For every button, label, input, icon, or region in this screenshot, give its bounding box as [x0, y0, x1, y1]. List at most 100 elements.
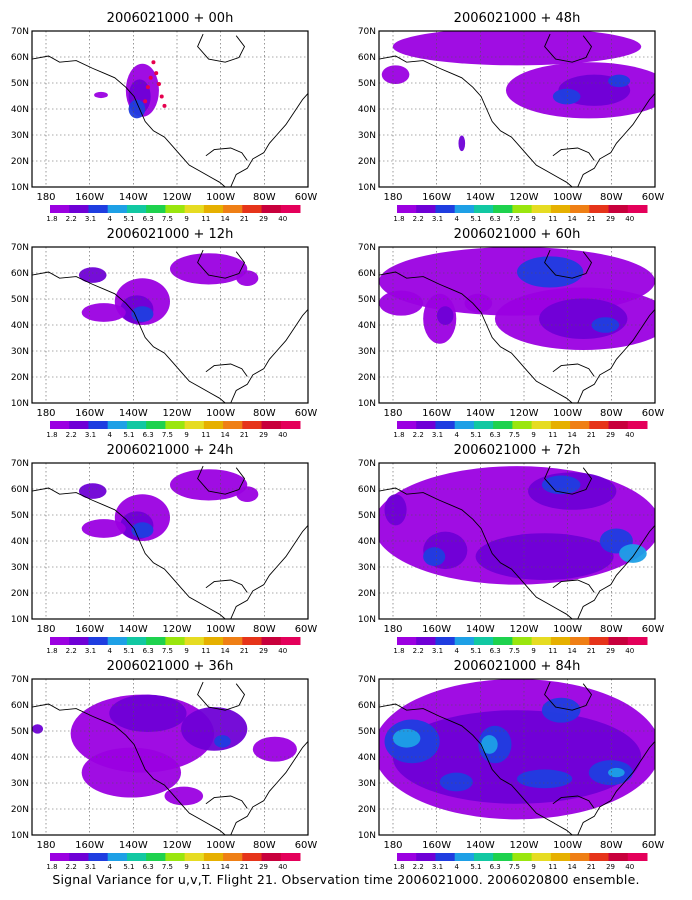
latitude-label: 60N [358, 485, 376, 495]
latitude-label: 50N [358, 295, 376, 305]
latitude-label: 40N [358, 105, 376, 115]
colorbar-label: 3.1 [85, 863, 96, 871]
colorbar-label: 7.5 [509, 431, 520, 439]
coastlines [32, 33, 308, 187]
variance-contour [32, 724, 44, 734]
colorbar-swatch [397, 421, 417, 429]
variance-contour [608, 74, 631, 88]
colorbar-label: 4 [107, 431, 112, 439]
longitude-label: 140W [466, 624, 495, 635]
colorbar-swatch [50, 421, 70, 429]
colorbar-label: 6.3 [490, 647, 501, 655]
colorbar-swatch [473, 853, 494, 861]
colorbar-label: 40 [625, 863, 634, 871]
longitude-label: 80W [600, 192, 623, 203]
colorbar-swatch [261, 853, 282, 861]
map-panel: 2006021000 + 36h 70N 60N 50N 40N 30N 20N 10N 180… [11, 659, 318, 871]
colorbar-swatch [512, 853, 533, 861]
variance-contour [423, 547, 446, 566]
variance-contour [608, 767, 625, 778]
colorbar-label: 14 [221, 215, 230, 223]
colorbar-swatch [416, 205, 436, 213]
colorbar-label: 6.3 [143, 431, 154, 439]
colorbar-label: 9 [184, 215, 188, 223]
longitude-label: 180 [383, 624, 402, 635]
colorbar-label: 3.1 [85, 215, 96, 223]
colorbar-swatch [126, 421, 147, 429]
figure-caption: Signal Variance for u,v,T. Flight 21. Ob… [52, 872, 640, 887]
colorbar-swatch [203, 853, 224, 861]
colorbar-label: 5.1 [123, 215, 134, 223]
longitude-label: 80W [253, 624, 276, 635]
latitude-label: 70N [358, 27, 376, 37]
longitude-label: 60W [642, 840, 665, 851]
latitude-label: 30N [358, 563, 376, 573]
colorbar-label: 2.2 [413, 647, 424, 655]
colorbar-swatch [146, 205, 166, 213]
panel-frame [378, 30, 656, 188]
colorbar-label: 14 [221, 863, 230, 871]
latitude-label: 60N [11, 53, 29, 63]
colorbar-swatch [280, 853, 301, 861]
longitude-label: 120W [510, 192, 539, 203]
colorbar: 1.8 2.2 3.1 4 5.1 6.3 7.5 9 11 14 21 29 40 [46, 205, 301, 223]
colorbar-label: 1.8 [393, 863, 404, 871]
colorbar-swatch [512, 205, 533, 213]
longitude-label: 100W [206, 624, 235, 635]
colorbar-label: 3.1 [432, 863, 443, 871]
variance-contour [181, 707, 248, 751]
variance-contour [541, 697, 581, 723]
latitude-label: 30N [11, 563, 29, 573]
colorbar-swatch [473, 421, 494, 429]
colorbar-swatch [397, 853, 417, 861]
colorbar-swatch [69, 853, 89, 861]
colorbar-label: 21 [587, 215, 596, 223]
latitude-label: 30N [11, 779, 29, 789]
variance-contour [539, 298, 628, 340]
colorbar-swatch [531, 421, 552, 429]
latitude-label: 40N [11, 105, 29, 115]
variance-contour [379, 290, 424, 316]
latitude-label: 20N [358, 589, 376, 599]
colorbar-swatch [512, 637, 533, 645]
longitude-label: 120W [510, 408, 539, 419]
longitude-label: 60W [642, 624, 665, 635]
colorbar-swatch [69, 205, 89, 213]
latitude-label: 20N [11, 373, 29, 383]
longitude-label: 180 [383, 408, 402, 419]
latitude-label: 20N [11, 589, 29, 599]
colorbar-label: 6.3 [490, 863, 501, 871]
colorbar-label: 9 [531, 863, 535, 871]
colorbar-label: 6.3 [490, 215, 501, 223]
colorbar-swatch [627, 421, 648, 429]
coastlines [379, 681, 655, 835]
longitude-label: 160W [75, 840, 104, 851]
colorbar-label: 7.5 [509, 647, 520, 655]
longitude-label: 140W [466, 192, 495, 203]
colorbar-swatch [416, 853, 436, 861]
latitude-label: 50N [11, 79, 29, 89]
variance-contour [81, 747, 182, 798]
latitude-label: 20N [11, 157, 29, 167]
panel-frame [31, 462, 309, 620]
longitude-label: 180 [36, 840, 55, 851]
colorbar: 1.8 2.2 3.1 4 5.1 6.3 7.5 9 11 14 21 29 40 [393, 205, 648, 223]
map-panel: 2006021000 + 24h 70N 60N 50N 40N 30N 20N 10N 180… [11, 443, 318, 655]
colorbar-label: 21 [587, 863, 596, 871]
colorbar-swatch [435, 637, 456, 645]
latitude-label: 70N [11, 459, 29, 469]
colorbar-label: 11 [201, 431, 210, 439]
colorbar-label: 6.3 [490, 431, 501, 439]
longitude-label: 80W [253, 408, 276, 419]
colorbar-swatch [589, 853, 610, 861]
colorbar-label: 11 [548, 215, 557, 223]
latitude-label: 60N [11, 485, 29, 495]
colorbar-swatch [608, 637, 629, 645]
colorbar-swatch [454, 637, 475, 645]
variance-contour [436, 306, 454, 326]
colorbar-swatch [126, 205, 147, 213]
colorbar-swatch [184, 853, 205, 861]
latitude-label: 70N [11, 243, 29, 253]
longitude-label: 60W [642, 408, 665, 419]
variance-contour [392, 728, 421, 748]
